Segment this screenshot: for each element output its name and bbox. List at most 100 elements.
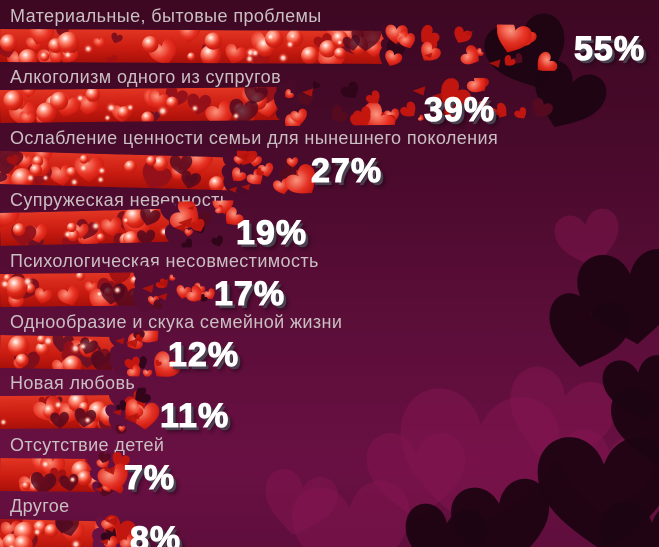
heart-icon [366,433,466,519]
heart-icon [211,235,223,247]
heart-icon [353,106,371,123]
heart-icon [602,355,659,421]
heart-icon [510,366,617,465]
heart-shard [141,284,154,293]
heart-icon [126,364,141,378]
heart-icon [116,400,127,411]
heart-icon [169,199,200,230]
heart-icon [244,86,268,105]
heart-icon [155,359,162,366]
heart-icon [6,154,19,166]
heart-icon [549,293,631,368]
category-label: Алкоголизм одного из супругов [10,67,282,87]
heart-shard [174,222,187,233]
heart-icon [19,111,36,123]
heart-icon [125,398,144,418]
heart-icon [385,50,403,66]
heart-icon [331,105,348,122]
value-label: 11% [159,397,230,435]
heart-icon [148,89,170,110]
heart-shard [157,293,168,301]
heart-shard [99,538,109,546]
heart-icon [100,217,122,237]
bar-hearts-graphic [0,264,215,313]
heart-icon [454,26,472,43]
bar-hearts-graphic [0,145,316,198]
heart-icon [108,272,131,285]
heart-icon [504,55,516,66]
heart-icon [103,535,118,547]
heart-icon [50,412,69,429]
heart-icon [554,208,619,267]
heart-shard [115,337,125,345]
heart-icon [351,29,381,52]
heart-shard [112,409,122,416]
heart-shard [302,88,314,97]
chart-row: Супружеская неверность 19% [0,190,659,256]
bar-hearts-graphic [0,387,160,435]
bar-hearts-graphic [0,77,553,129]
heart-icon [482,108,497,122]
heart-icon [200,294,208,302]
heart-icon [30,472,57,493]
heart-icon [118,425,126,432]
chart-row: Новая любовь 11% [0,373,659,439]
category-label: Материальные, бытовые проблемы [10,6,322,26]
heart-icon [169,274,176,281]
heart-shard [412,86,426,96]
heart-icon [169,154,193,175]
heart-icon [140,208,161,226]
heart-icon [93,37,106,49]
heart-icon [400,101,416,117]
value-label: 12% [167,336,240,374]
heart-shard [101,465,109,471]
heart-shard [178,217,193,229]
heart-icon [74,156,104,183]
heart-icon [365,90,380,104]
heart-icon [184,228,193,237]
heart-icon [405,503,487,547]
heart-icon [186,285,202,301]
heart-shard [236,152,249,162]
heart-icon [265,469,338,535]
heart-icon [460,45,479,65]
heart-icon [181,238,193,249]
heart-shard [156,279,169,288]
heart-icon [256,167,264,176]
category-label: Психологическая несовместимость [10,251,319,271]
heart-icon [57,285,80,306]
value-label: 8% [129,520,182,547]
value-label: 55% [573,30,646,68]
heart-icon [285,89,294,99]
heart-icon [340,81,359,98]
heart-icon [205,100,234,123]
heart-icon [417,114,424,121]
heart-shard [228,186,237,193]
category-label: Отсутствие детей [10,435,165,455]
category-label: Другое [10,496,70,516]
chart-row: Отсутствие детей 7% [0,435,659,501]
chart-row: Ослабление ценности семьи для нынешнего … [0,128,659,198]
value-label: 7% [123,459,176,497]
bar-hearts-graphic [0,515,137,547]
heart-icon [285,164,316,194]
heart-shard [465,30,473,37]
heart-icon [398,33,415,49]
heart-icon [421,24,440,44]
heart-icon [119,533,137,547]
heart-icon [535,60,607,128]
heart-shard [489,59,501,68]
heart-icon [286,157,299,168]
heart-icon [441,78,471,108]
heart-shard [134,336,143,343]
category-label: Однообразие и скука семейной жизни [10,312,343,332]
heart-icon [476,48,484,56]
heart-icon [514,107,527,119]
heart-shard [432,92,443,100]
heart-icon [142,369,153,378]
heart-icon [178,29,200,43]
heart-icon [284,114,301,129]
heart-shard [105,526,115,533]
heart-icon [153,299,163,310]
